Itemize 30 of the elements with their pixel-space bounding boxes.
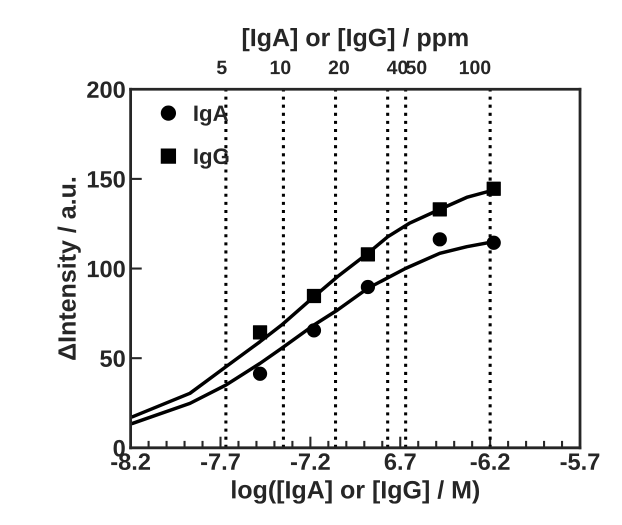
x2-tick-label: 50 [406,60,426,74]
point [360,247,376,262]
point [486,182,501,196]
x2-axis-title: [IgA] or [IgG] / ppm [242,28,468,52]
x-tick-label: -5.7 [560,454,600,470]
x2-tick-label: 20 [328,60,349,74]
x-tick-label: 6.7 [384,453,416,470]
x-tick-label: -6.2 [470,453,510,470]
point [252,325,268,340]
x2-tick-label: 5 [216,60,227,74]
y-tick-label: 200 [87,81,125,98]
point [306,323,322,338]
legend-label: IgA [194,106,228,126]
x2-tick-label: 100 [460,60,490,74]
x2-tick-label: 10 [270,60,290,74]
x-axis-title: log([IgA] or [IgG] / M) [232,480,480,504]
x-tick-label: -7.7 [201,454,240,470]
point [486,236,501,250]
point [432,232,447,246]
y-tick-label: 100 [88,260,125,278]
x-tick-label: -7.2 [290,453,330,470]
point [360,280,376,294]
x2-tick-label: 40 [386,60,408,74]
point [306,288,322,304]
legend-label: IgG [194,148,228,169]
y-tick-label: 50 [100,350,125,367]
y-tick-label: 150 [88,170,125,188]
y-axis-title: ΔIntensity / a.u. [58,178,81,360]
point [252,366,268,381]
point [432,202,447,216]
